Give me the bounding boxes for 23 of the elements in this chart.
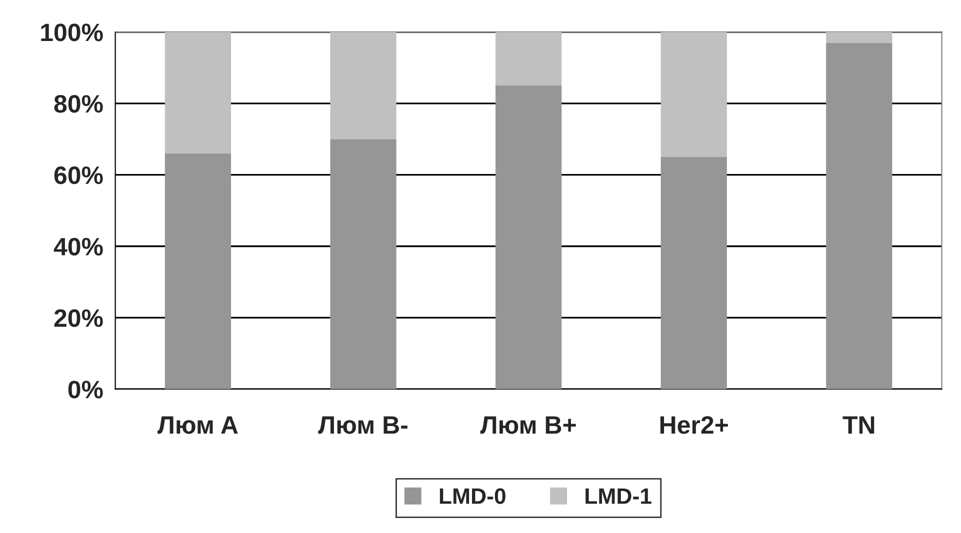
bar: [826, 32, 892, 43]
x-tick-label: Her2+: [660, 416, 728, 434]
x-tick-label: Люм A: [158, 416, 238, 434]
y-tick-label: 0%: [68, 380, 103, 398]
y-tick-label: 100%: [41, 24, 103, 42]
x-tick-label: Люм B-: [318, 416, 408, 434]
y-tick-label: 60%: [54, 166, 103, 184]
bar: [330, 32, 396, 140]
bar: [164, 153, 232, 390]
bar: [330, 139, 396, 390]
bar: [495, 86, 562, 390]
bar: [660, 156, 727, 390]
bar: [495, 32, 562, 86]
bar: [164, 32, 232, 154]
bar: [826, 42, 892, 390]
x-tick-label: TN: [842, 416, 874, 434]
y-tick-label: 80%: [54, 95, 103, 113]
x-tick-label: Люм B+: [480, 416, 576, 434]
bar: [660, 32, 727, 157]
y-tick-label: 40%: [54, 238, 103, 256]
legend-label: LMD-0: [440, 488, 506, 504]
legend-label: LMD-1: [586, 488, 652, 504]
y-tick-label: 20%: [54, 309, 103, 327]
